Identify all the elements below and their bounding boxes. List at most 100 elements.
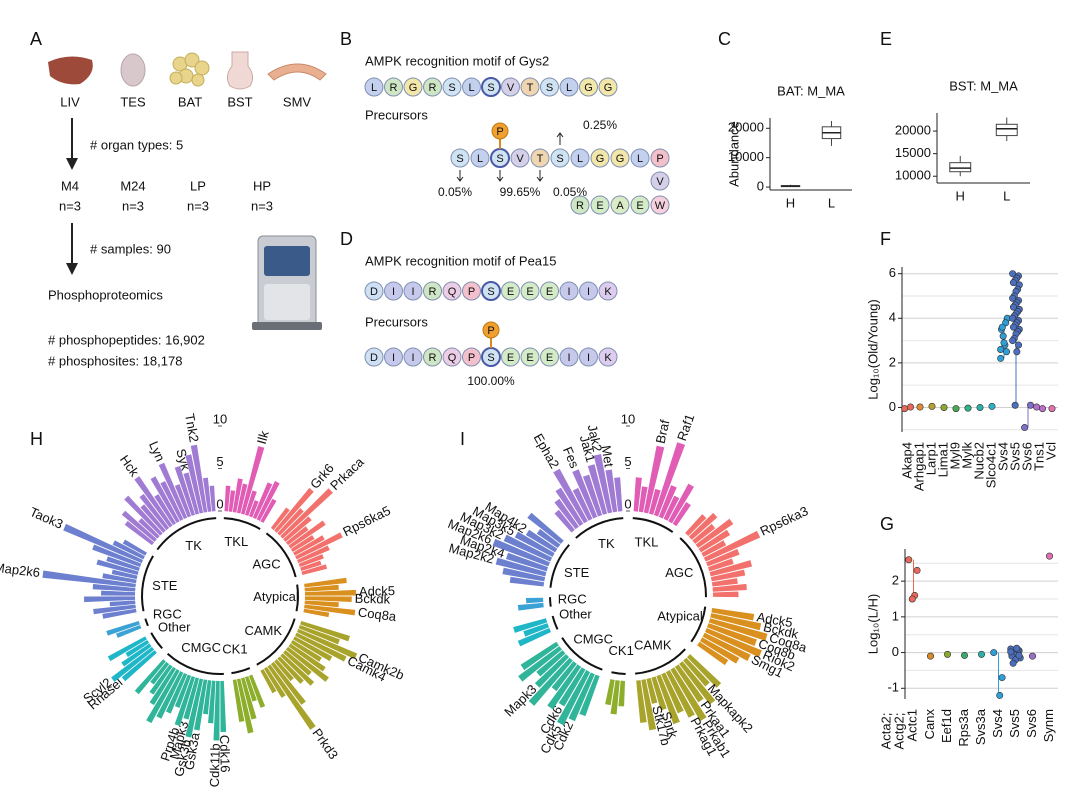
- radial-bar: [183, 677, 200, 720]
- y-tick-label: 0: [757, 178, 764, 193]
- radial-bar: [587, 464, 608, 515]
- residue-letter: I: [392, 286, 395, 298]
- residue: [501, 281, 520, 301]
- radial-bar: [695, 518, 734, 549]
- radial-bar: [121, 643, 152, 667]
- radial-bar: [668, 483, 695, 524]
- point: [1003, 348, 1011, 356]
- x-tick-label: Nucb2: [971, 442, 986, 480]
- radial-bar: [139, 493, 170, 531]
- group-arc: [611, 671, 626, 675]
- residue: [462, 281, 481, 301]
- radial-bar: [495, 557, 547, 577]
- radial-bar: [525, 529, 558, 553]
- group-arc: [549, 544, 570, 588]
- radial-bar: [134, 659, 166, 695]
- point: [1009, 337, 1017, 345]
- radial-bar: [260, 498, 277, 523]
- radial-bar: [96, 559, 139, 576]
- radial-bar: [514, 531, 555, 557]
- residue-letter: L: [637, 153, 643, 165]
- group-label: Atypical: [253, 589, 299, 604]
- residue: [501, 77, 520, 97]
- kinase-label: Rps6ka5: [340, 503, 393, 539]
- radial-bar: [527, 512, 564, 544]
- radial-bar: [107, 636, 147, 662]
- radial-bar: [651, 676, 667, 711]
- residue: [559, 347, 579, 367]
- residue-letter: R: [429, 82, 437, 94]
- panel-letter: A: [30, 29, 42, 49]
- r-tick-label: 0: [624, 496, 631, 511]
- radial-bar: [280, 488, 333, 539]
- y-tick-label: 15000: [895, 145, 931, 160]
- radial-bar: [236, 483, 248, 514]
- radial-bar: [288, 520, 326, 549]
- x-tick-label: Myl9: [947, 442, 962, 469]
- radial-bar: [134, 476, 173, 528]
- point: [977, 650, 985, 658]
- x-tick-label: Svs6: [1024, 709, 1039, 738]
- residue: [403, 77, 423, 97]
- residue-letter: G: [584, 82, 593, 94]
- panel-letter: H: [30, 429, 43, 449]
- radial-bar: [290, 534, 315, 553]
- residue-letter: I: [567, 286, 570, 298]
- residue-letter: E: [526, 286, 533, 298]
- radial-bar: [174, 676, 196, 726]
- residue: [442, 77, 462, 97]
- x-tick-label: Svs5: [1007, 709, 1022, 738]
- x-tick-label: L: [828, 195, 835, 210]
- radial-bar: [670, 667, 707, 722]
- label-line: Actg2;: [892, 709, 907, 749]
- residue-letter: S: [487, 352, 494, 364]
- point: [907, 403, 915, 411]
- residue-letter: W: [655, 200, 666, 212]
- radial-bar: [213, 680, 220, 741]
- radial-bar: [244, 490, 257, 516]
- radial-bar: [679, 661, 716, 705]
- radial-bar: [124, 495, 163, 536]
- radial-bar: [93, 604, 136, 615]
- radial-bar: [646, 677, 658, 704]
- group-name: M4: [61, 178, 79, 193]
- residue-letter: S: [448, 82, 455, 94]
- residue-letter: P: [468, 352, 475, 364]
- radial-bar: [295, 532, 343, 560]
- kinase-label: Prkd3: [309, 726, 341, 762]
- residue: [470, 148, 490, 168]
- radial-bar: [274, 487, 314, 533]
- residue: [598, 281, 618, 301]
- residue: [610, 148, 630, 168]
- residue: [450, 148, 470, 168]
- radial-bar: [121, 510, 157, 542]
- radial-bar: [304, 604, 356, 616]
- residue-letter: E: [507, 286, 514, 298]
- radial-bar: [663, 495, 680, 521]
- radial-bar: [517, 628, 552, 647]
- residue: [630, 195, 650, 215]
- point: [952, 405, 960, 413]
- x-tick-label: Akap4: [899, 442, 914, 479]
- radial-bar: [528, 657, 573, 706]
- group-label: Other: [158, 620, 191, 635]
- residue-letter: I: [392, 352, 395, 364]
- r-tick-label: 0: [216, 496, 223, 511]
- radial-bar: [277, 508, 304, 536]
- radial-bar: [708, 618, 768, 641]
- kinase-label: Raf1: [674, 412, 697, 443]
- residue: [384, 281, 403, 301]
- radial-bar: [300, 560, 322, 572]
- group-n: n=3: [59, 198, 81, 213]
- kinase-label: Jak1: [577, 433, 599, 464]
- radial-bar: [209, 485, 216, 512]
- group-arc: [549, 597, 552, 607]
- radial-bar: [42, 570, 136, 588]
- radial-bar: [138, 518, 160, 539]
- radial-bar: [712, 583, 747, 592]
- residue: [590, 195, 610, 215]
- radial-bar: [208, 680, 216, 724]
- radial-bar: [203, 680, 212, 715]
- radial-bar: [256, 480, 280, 521]
- radial-bar: [301, 564, 328, 576]
